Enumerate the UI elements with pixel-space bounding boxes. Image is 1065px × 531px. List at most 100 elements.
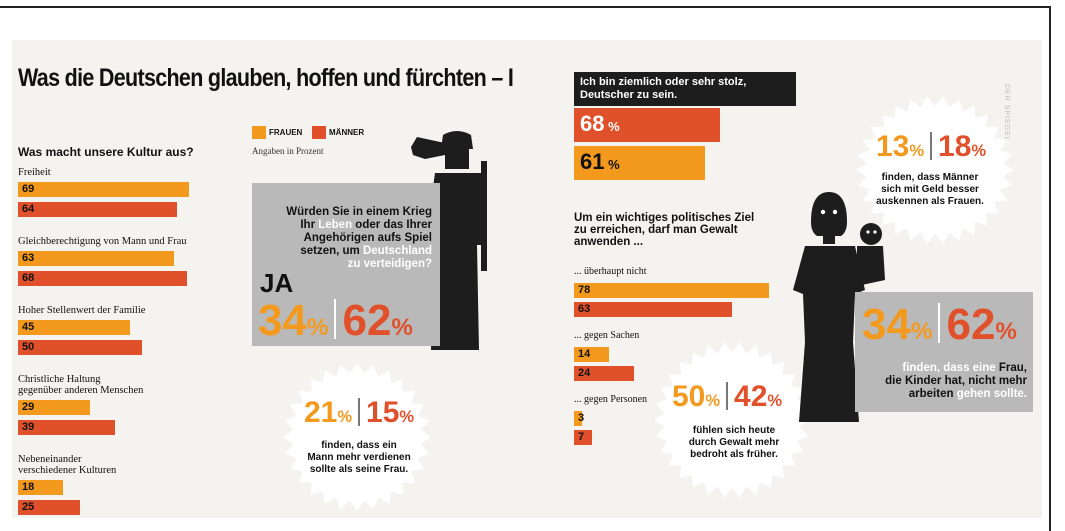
burst-shape-salary — [283, 363, 431, 511]
mother-frauen-value: 34 — [862, 300, 911, 349]
war-maenner-value: 62 — [342, 296, 392, 345]
culture-bar-frauen: 45 — [18, 320, 130, 335]
legend-label-frauen: FRAUEN — [269, 128, 303, 137]
money-frauen-value: 13 — [876, 130, 910, 163]
mother-text-line: arbeiten gehen sollte. — [855, 388, 1027, 401]
war-percentages: 34% 62% — [258, 296, 413, 346]
violence-category-label: ... gegen Personen — [574, 394, 648, 405]
mother-maenner-unit: % — [995, 318, 1017, 345]
burst-violence-polygon — [654, 342, 810, 498]
war-question-segment: Angehörigen aufs Spiel — [303, 232, 432, 244]
mother-text-segment: finden, dass eine — [902, 362, 999, 374]
culture-bar-frauen: 29 — [18, 400, 90, 415]
pride-bar-maenner: 68 % — [574, 108, 721, 142]
violence-bar-frauen: 14 — [574, 347, 609, 362]
soldier-silhouette-icon — [411, 131, 487, 350]
violence-bar-maenner-value-label: 7 — [578, 431, 585, 443]
culture-category-label-line: verschiedener Kulturen — [18, 465, 117, 476]
war-question-segment: oder das Ihrer — [352, 219, 432, 231]
culture-bar-frauen: 63 — [18, 251, 175, 266]
pride-bar-value-label: 61 % — [580, 149, 620, 175]
violence-caption-line: bedroht als früher. — [690, 449, 778, 460]
violence-feeling-caption: fühlen sich heute durch Gewalt mehr bedr… — [676, 425, 792, 461]
violence-chart-title: Um ein wichtiges politisches Ziel zu err… — [574, 212, 754, 248]
violence-maenner-value: 42 — [734, 380, 768, 413]
salary-separator — [358, 398, 361, 426]
culture-category-label: Freiheit — [18, 167, 51, 178]
culture-bar-maenner-value-label: 68 — [22, 272, 35, 284]
money-separator — [930, 132, 933, 160]
culture-bar-frauen-value-label: 29 — [22, 401, 35, 413]
culture-bar-maenner: 39 — [18, 420, 115, 435]
legend-note: Angaben in Prozent — [252, 146, 324, 156]
violence-bar-frauen-value-label: 3 — [578, 412, 585, 424]
culture-bar-maenner-value-label: 64 — [22, 203, 35, 215]
violence-category-label: ... überhaupt nicht — [574, 266, 647, 277]
mother-percentages: 34% 62% — [862, 300, 1017, 350]
war-question-text: Würden Sie in einem Krieg Ihr Leben oder … — [254, 206, 432, 271]
violence-title-line: zu erreichen, darf man Gewalt — [574, 224, 738, 236]
war-question-segment: zu verteidigen? — [347, 258, 432, 270]
pride-title-line: Ich bin ziemlich oder sehr stolz, — [580, 76, 747, 88]
war-question-line: Würden Sie in einem Krieg — [254, 206, 432, 219]
war-answer-label: JA — [260, 268, 294, 298]
violence-bar-frauen-value-label: 14 — [578, 348, 591, 360]
violence-bar-maenner: 24 — [574, 366, 634, 381]
war-question-segment: setzen, um — [300, 245, 363, 257]
culture-bar-frauen: 18 — [18, 480, 63, 495]
war-frauen-value: 34 — [258, 296, 307, 345]
culture-bar-frauen-value-label: 63 — [22, 252, 35, 264]
violence-title-line: anwenden ... — [574, 236, 644, 248]
violence-bar-frauen: 78 — [574, 283, 769, 298]
culture-chart-title: Was macht unsere Kultur aus? — [18, 145, 194, 159]
culture-category-label: Christliche Haltung gegenüber anderen Men… — [18, 374, 143, 396]
salary-frauen-unit: % — [337, 408, 353, 426]
violence-bar-maenner: 7 — [574, 430, 592, 445]
war-question-box — [252, 183, 440, 346]
culture-bar-maenner: 68 — [18, 271, 187, 286]
culture-category-label-line: Nebeneinander — [18, 454, 82, 465]
money-percentages: 13% 18% — [876, 130, 986, 164]
war-question-segment: Würden Sie in einem Krieg — [286, 206, 432, 218]
war-question-line: setzen, um Deutschland — [254, 245, 432, 258]
mother-text-segment: gehen sollte. — [956, 388, 1027, 400]
legend-swatch-frauen — [252, 126, 266, 139]
salary-caption-line: sollte als seine Frau. — [309, 464, 409, 475]
culture-bar-maenner-value-label: 39 — [22, 421, 35, 433]
violence-feeling-percentages: 50% 42% — [672, 380, 782, 414]
culture-category-label-line: gegenüber anderen Menschen — [18, 385, 144, 396]
burst-money-polygon — [856, 96, 1014, 244]
culture-bar-frauen-value-label: 45 — [22, 321, 35, 333]
salary-percentages: 21% 15% — [304, 396, 414, 430]
culture-category-label: Nebeneinander verschiedener Kulturen — [18, 454, 116, 476]
culture-category-label-line: Christliche Haltung — [18, 374, 101, 385]
mother-stat-box — [855, 292, 1033, 412]
pride-chart-title: Ich bin ziemlich oder sehr stolz, Deutsc… — [574, 72, 796, 106]
war-question-segment: Deutschland — [362, 245, 432, 257]
money-maenner-unit: % — [971, 142, 987, 160]
violence-bar-maenner-value-label: 24 — [578, 367, 591, 379]
pride-bar-unit: % — [604, 119, 620, 134]
violence-bar-maenner-value-label: 63 — [578, 303, 591, 315]
money-caption: finden, dass Männer sich mit Geld besser… — [868, 172, 992, 208]
pride-bar-frauen: 61 % — [574, 146, 706, 180]
violence-bar-maenner: 63 — [574, 302, 732, 317]
war-frauen-unit: % — [306, 314, 329, 341]
war-maenner-unit: % — [391, 314, 413, 341]
violence-category-label: ... gegen Sachen — [574, 330, 640, 341]
culture-category-label: Hoher Stellenwert der Familie — [18, 305, 145, 316]
war-question-line: Ihr Leben oder das Ihrer — [254, 219, 432, 232]
mother-text-line: finden, dass eine Frau, — [855, 362, 1027, 375]
violence-caption-line: durch Gewalt mehr — [688, 437, 780, 448]
violence-bar-frauen-value-label: 78 — [578, 284, 591, 296]
right-rule — [1049, 6, 1051, 531]
salary-frauen-value: 21 — [304, 396, 338, 429]
money-maenner-value: 18 — [938, 130, 972, 163]
burst-salary-polygon — [283, 363, 431, 511]
war-separator — [334, 299, 337, 339]
pride-bar-number: 61 — [580, 149, 605, 174]
money-caption-line: sich mit Geld besser — [881, 184, 979, 195]
culture-category-label-line: Freiheit — [18, 167, 51, 178]
burst-shape-money — [856, 96, 1014, 244]
